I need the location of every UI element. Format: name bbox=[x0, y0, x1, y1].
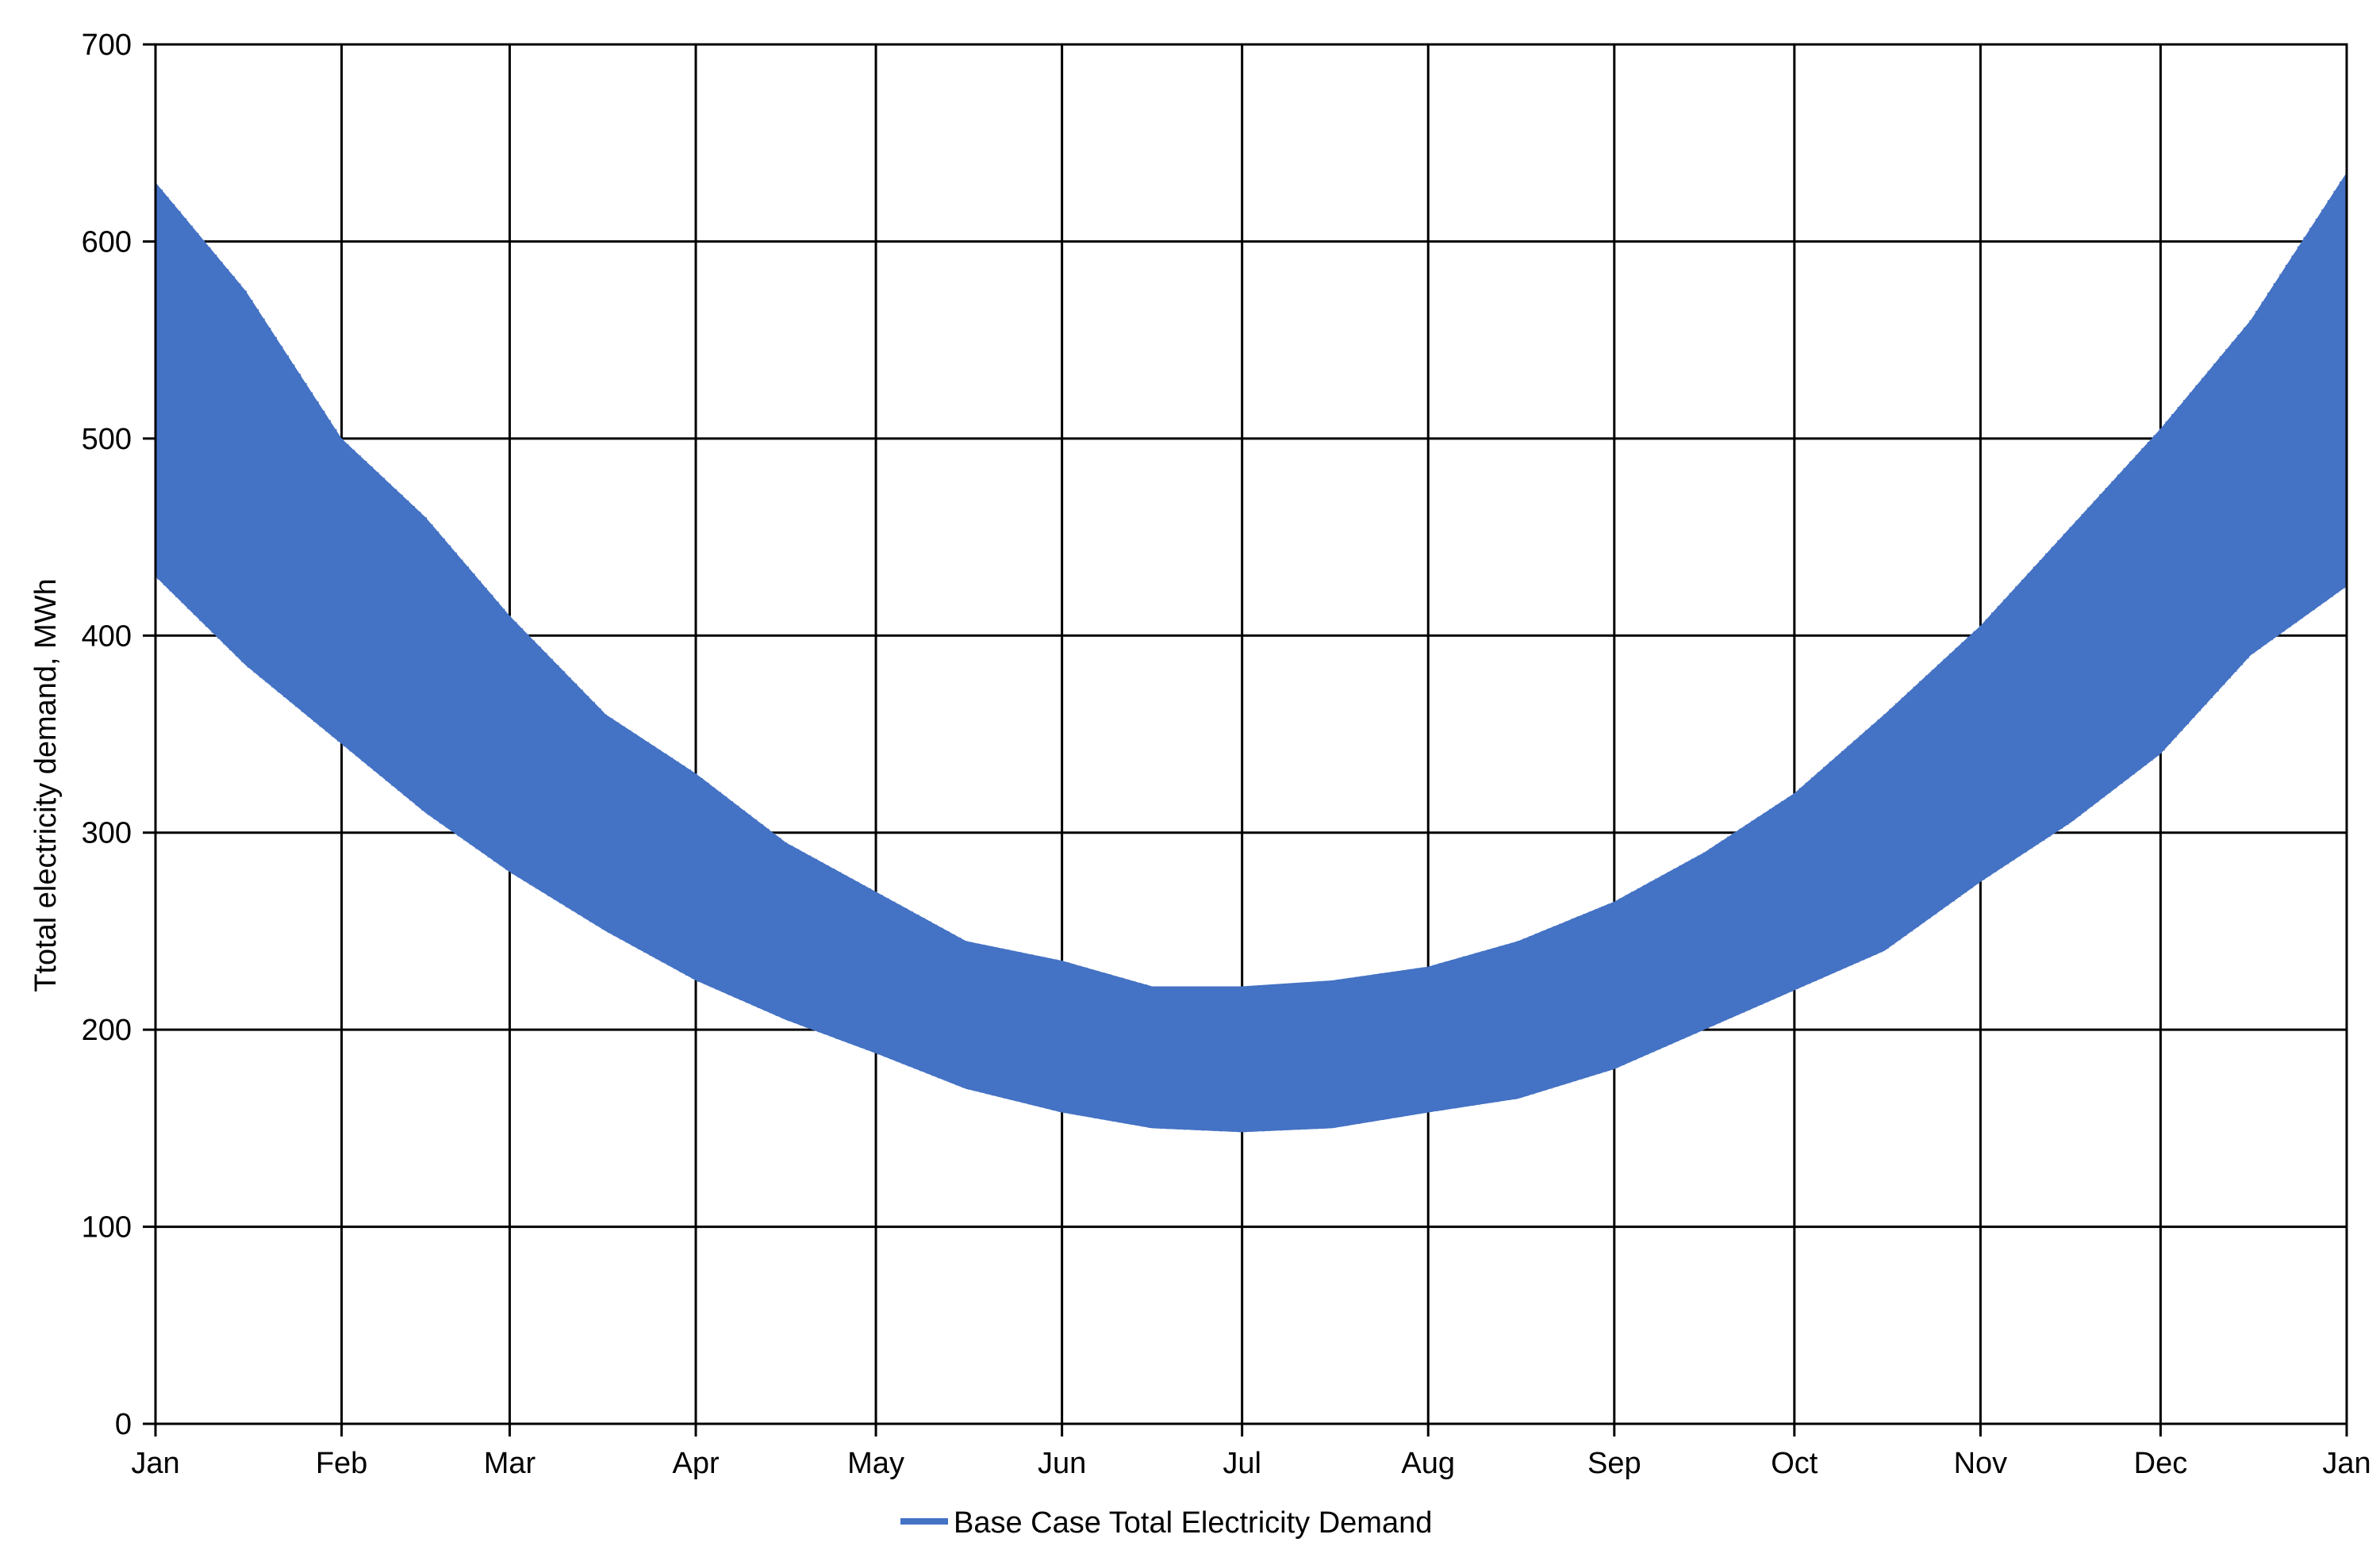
y-tick-labels: 0 100 200 300 400 500 600 700 bbox=[82, 29, 132, 1441]
x-tick-labels: Jan Feb Mar Apr May Jun Jul Aug Sep Oct Nov Dec Jan bbox=[131, 1447, 2370, 1480]
legend-label: Base Case Total Electricity Demand bbox=[954, 1506, 1432, 1540]
x-tick-label: Jun bbox=[1038, 1447, 1086, 1480]
x-tick-label: Feb bbox=[316, 1447, 367, 1480]
series-line bbox=[154, 172, 2348, 1133]
x-tick-label: Nov bbox=[1954, 1447, 2008, 1480]
x-tick-label: May bbox=[847, 1447, 904, 1480]
y-tick-label: 100 bbox=[82, 1211, 132, 1245]
x-tick-label: Mar bbox=[484, 1447, 536, 1480]
x-tick-label: Aug bbox=[1401, 1447, 1455, 1480]
plot-frame bbox=[154, 43, 2348, 1425]
y-axis-title: Ttotal electricity demand, MWh bbox=[29, 578, 63, 992]
legend: Base Case Total Electricity Demand bbox=[900, 1506, 1432, 1540]
series-layer bbox=[154, 172, 2348, 1133]
y-tick-label: 400 bbox=[82, 619, 132, 653]
plot-border bbox=[154, 43, 2348, 1425]
x-tick-label: Oct bbox=[1771, 1447, 1818, 1480]
y-tick-label: 600 bbox=[82, 225, 132, 259]
y-tick-label: 700 bbox=[82, 29, 132, 62]
y-tick-label: 300 bbox=[82, 817, 132, 850]
y-tick-label: 200 bbox=[82, 1014, 132, 1047]
y-tick-label: 0 bbox=[115, 1408, 132, 1441]
x-tick-label: Apr bbox=[672, 1447, 719, 1480]
x-tick-label: Sep bbox=[1587, 1447, 1641, 1480]
y-tick-label: 500 bbox=[82, 423, 132, 456]
x-tick-label: Jul bbox=[1223, 1447, 1261, 1480]
x-tick-label: Dec bbox=[2134, 1447, 2188, 1480]
x-tick-label: Jan bbox=[131, 1447, 179, 1480]
x-tick-label: Jan bbox=[2322, 1447, 2370, 1480]
